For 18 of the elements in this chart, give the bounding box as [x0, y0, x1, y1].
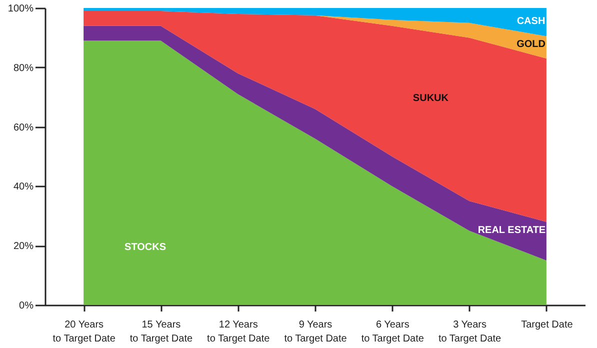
x-tick-label: Target Date — [521, 320, 574, 330]
series-label: GOLD — [516, 38, 546, 50]
y-tick-label: 40% — [13, 182, 34, 193]
y-tick-label: 20% — [13, 241, 34, 252]
x-tick-label: 9 Years to Target Date — [284, 320, 348, 344]
x-tick-label: 20 Years to Target Date — [52, 320, 116, 344]
x-tick-label: 3 Years to Target Date — [438, 320, 502, 344]
x-tick-label: 12 Years to Target Date — [207, 320, 270, 344]
series-label: STOCKS — [124, 242, 166, 253]
y-tick-label: 100% — [8, 4, 34, 14]
y-tick-label: 80% — [13, 62, 34, 74]
y-tick-label: 60% — [13, 122, 34, 134]
series-label: SUKUK — [412, 92, 450, 104]
y-tick-label: 0% — [19, 300, 34, 312]
x-tick-label: 15 Years to Target Date — [130, 320, 193, 344]
series-label: CASH — [516, 16, 546, 27]
x-tick-label: 6 Years to Target Date — [361, 320, 424, 344]
series-label: REAL ESTATE — [478, 224, 546, 236]
